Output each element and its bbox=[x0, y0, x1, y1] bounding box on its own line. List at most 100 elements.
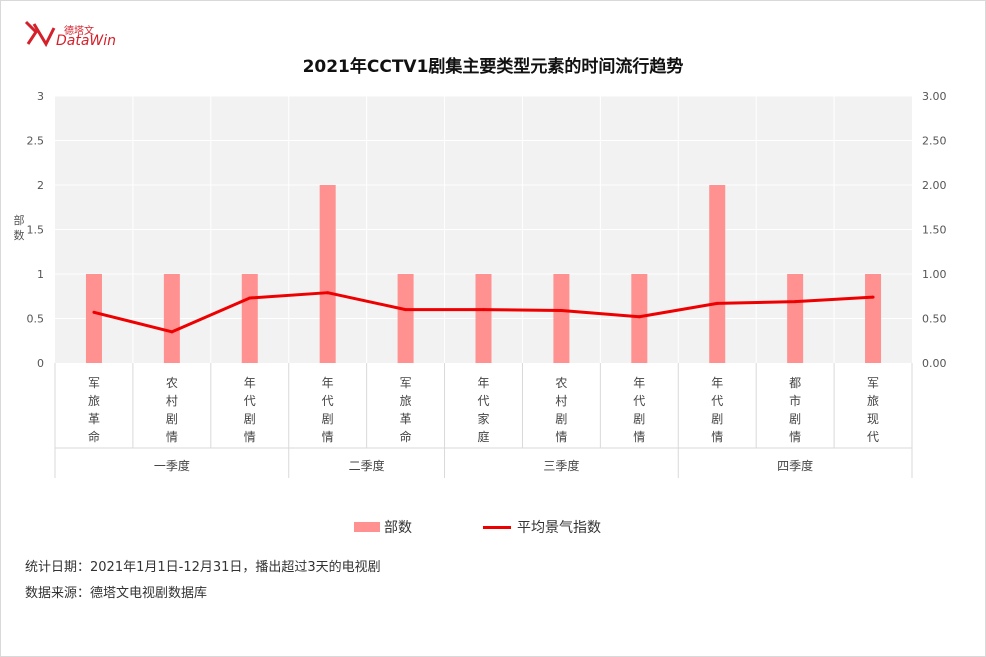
category-label: 村 bbox=[166, 394, 178, 408]
chart-title: 2021年CCTV1剧集主要类型元素的时间流行趋势 bbox=[302, 57, 684, 77]
category-label: 农 bbox=[166, 376, 178, 390]
category-label: 年 bbox=[477, 376, 489, 390]
category-label: 旅 bbox=[88, 394, 100, 408]
bar bbox=[475, 274, 492, 363]
footnote-date: 统计日期：2021年1月1日-12月31日，播出超过3天的电视剧 bbox=[25, 560, 381, 575]
category-label: 现 bbox=[867, 412, 879, 426]
category-label: 军 bbox=[400, 376, 412, 390]
line-point bbox=[559, 308, 563, 312]
category-label: 市 bbox=[789, 393, 801, 408]
category-label: 代 bbox=[633, 394, 645, 408]
y-tick-label: 3 bbox=[37, 90, 44, 103]
line-point bbox=[793, 300, 797, 304]
category-label: 军 bbox=[88, 376, 100, 390]
category-label: 剧 bbox=[711, 412, 723, 426]
line-point bbox=[637, 315, 641, 319]
bar bbox=[865, 274, 882, 363]
category-label: 年 bbox=[633, 376, 645, 390]
group-label: 一季度 bbox=[154, 458, 190, 473]
y-axis-label: 数 bbox=[14, 229, 25, 242]
line-point bbox=[715, 301, 719, 305]
category-label: 剧 bbox=[789, 412, 801, 426]
line-point bbox=[871, 295, 875, 299]
line-point bbox=[92, 310, 96, 314]
y2-tick-label: 2.50 bbox=[922, 135, 947, 148]
category-label: 剧 bbox=[322, 412, 334, 426]
legend-item-bars[interactable]: 部数 bbox=[354, 517, 412, 537]
category-label: 革 bbox=[88, 412, 100, 426]
group-label: 四季度 bbox=[777, 458, 813, 473]
bar bbox=[553, 274, 570, 363]
datawin-logo-icon bbox=[24, 20, 56, 48]
y-tick-label: 2 bbox=[37, 179, 44, 192]
category-label: 代 bbox=[711, 394, 723, 408]
y-tick-label: 1 bbox=[37, 268, 44, 281]
legend: 部数 平均景气指数 bbox=[0, 517, 986, 539]
category-label: 剧 bbox=[244, 412, 256, 426]
y-tick-label: 0.5 bbox=[27, 313, 45, 326]
category-label: 革 bbox=[400, 412, 412, 426]
category-label: 代 bbox=[867, 430, 879, 444]
legend-swatch-bars bbox=[354, 522, 380, 532]
category-label: 代 bbox=[322, 394, 334, 408]
category-label: 情 bbox=[711, 430, 723, 444]
bar bbox=[787, 274, 804, 363]
category-label: 旅 bbox=[400, 394, 412, 408]
line-point bbox=[482, 308, 485, 312]
category-label: 农 bbox=[555, 376, 567, 390]
group-label: 二季度 bbox=[349, 458, 385, 473]
y2-tick-label: 0.50 bbox=[922, 313, 947, 326]
legend-label-bars: 部数 bbox=[384, 520, 412, 536]
category-label: 村 bbox=[555, 394, 567, 408]
bar bbox=[397, 274, 414, 363]
legend-label-line: 平均景气指数 bbox=[517, 520, 601, 536]
category-label: 代 bbox=[477, 394, 489, 408]
category-label: 家 bbox=[477, 411, 489, 426]
category-label: 剧 bbox=[166, 412, 178, 426]
bar bbox=[85, 274, 102, 363]
line-point bbox=[404, 308, 408, 312]
y2-tick-label: 1.00 bbox=[922, 268, 947, 281]
category-label: 剧 bbox=[633, 412, 645, 426]
category-label: 军 bbox=[867, 376, 879, 390]
legend-swatch-line bbox=[483, 525, 511, 529]
category-label: 年 bbox=[322, 376, 334, 390]
category-label: 命 bbox=[400, 429, 412, 444]
category-label: 旅 bbox=[867, 394, 879, 408]
footnote-source: 数据来源：德塔文电视剧数据库 bbox=[25, 586, 208, 601]
category-label: 庭 bbox=[477, 429, 489, 444]
legend-item-line[interactable]: 平均景气指数 bbox=[483, 517, 601, 537]
category-label: 情 bbox=[789, 430, 801, 444]
chart-svg: 0 0.5 1 1.5 2 2.5 3 0.00 0.50 1.00 1.50 2.00 2.50 3.0… bbox=[14, 90, 947, 478]
y-tick-label: 2.5 bbox=[27, 135, 45, 148]
category-label: 情 bbox=[244, 430, 256, 444]
category-label: 年 bbox=[244, 376, 256, 390]
category-label: 情 bbox=[555, 430, 567, 444]
y-axis-label: 部 bbox=[14, 213, 25, 227]
bar bbox=[319, 185, 336, 363]
y-tick-label: 1.5 bbox=[27, 224, 45, 237]
group-label: 三季度 bbox=[543, 458, 579, 473]
y-tick-label: 0 bbox=[37, 357, 44, 370]
bar bbox=[631, 274, 648, 363]
category-label: 命 bbox=[88, 429, 100, 444]
logo-text-en: DataWin bbox=[56, 33, 117, 49]
category-label: 都 bbox=[789, 376, 801, 390]
category-label: 情 bbox=[322, 430, 334, 444]
y2-tick-label: 2.00 bbox=[922, 179, 947, 192]
category-label: 情 bbox=[166, 430, 178, 444]
bar bbox=[163, 274, 180, 363]
logo-text-cn: 德塔文 bbox=[64, 26, 94, 37]
y2-tick-label: 1.50 bbox=[922, 224, 947, 237]
y2-tick-label: 0.00 bbox=[922, 357, 947, 370]
category-label: 情 bbox=[633, 430, 645, 444]
bar bbox=[709, 185, 726, 363]
line-point bbox=[248, 296, 252, 300]
line-point bbox=[326, 291, 330, 295]
y2-tick-label: 3.00 bbox=[922, 90, 947, 103]
line-point bbox=[170, 330, 174, 334]
bar bbox=[241, 274, 258, 363]
category-label: 年 bbox=[711, 376, 723, 390]
category-label: 代 bbox=[244, 394, 256, 408]
category-label: 剧 bbox=[555, 412, 567, 426]
